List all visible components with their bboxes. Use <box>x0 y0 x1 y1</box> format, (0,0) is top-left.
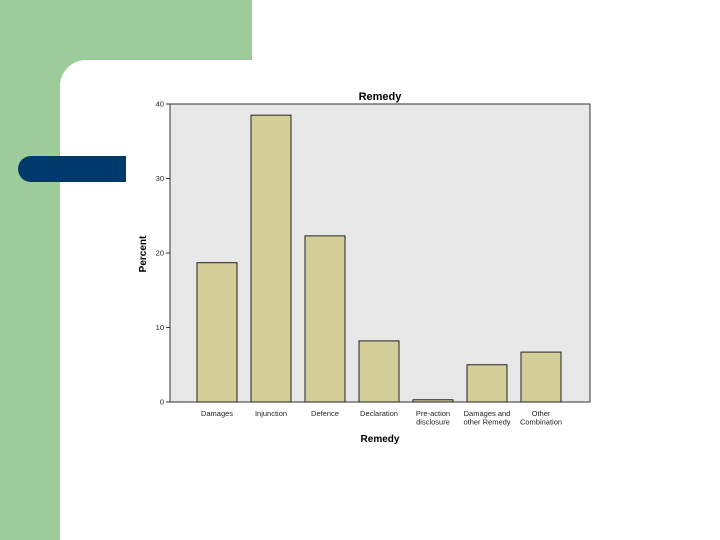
bar-2 <box>304 235 346 403</box>
bars-group <box>196 114 562 403</box>
x-category-label-1: Injunction <box>255 409 287 418</box>
x-category-label-5: Damages and other Remedy <box>463 409 510 427</box>
bar-0 <box>196 262 238 403</box>
y-tick-label-4: 40 <box>156 100 164 109</box>
x-category-label-0: Damages <box>201 409 233 418</box>
bar-5 <box>466 364 508 403</box>
chart-title: Remedy <box>359 91 403 103</box>
y-tick-label-2: 20 <box>156 249 164 258</box>
bar-6 <box>520 351 562 403</box>
y-tick-label-3: 30 <box>156 174 164 183</box>
bar-3 <box>358 340 400 403</box>
y-tick-label-1: 10 <box>156 323 164 332</box>
y-tick-label-0: 0 <box>160 398 164 407</box>
x-axis-label: Remedy <box>361 434 400 445</box>
y-axis-ticks: 0 10 20 30 40 <box>156 100 170 407</box>
y-axis-label: Percent <box>138 235 149 272</box>
slide-green-strip <box>0 0 60 540</box>
x-category-label-3: Declaration <box>360 409 398 418</box>
bar-1 <box>250 114 292 403</box>
bar-4 <box>412 399 454 403</box>
x-category-label-6: Other Combination <box>520 409 562 427</box>
x-axis-category-labels: Damages Injunction Defence Declaration Pre-a… <box>201 409 562 427</box>
x-category-label-2: Defence <box>311 409 339 418</box>
x-category-label-4: Pre-action disclosure <box>416 409 450 427</box>
